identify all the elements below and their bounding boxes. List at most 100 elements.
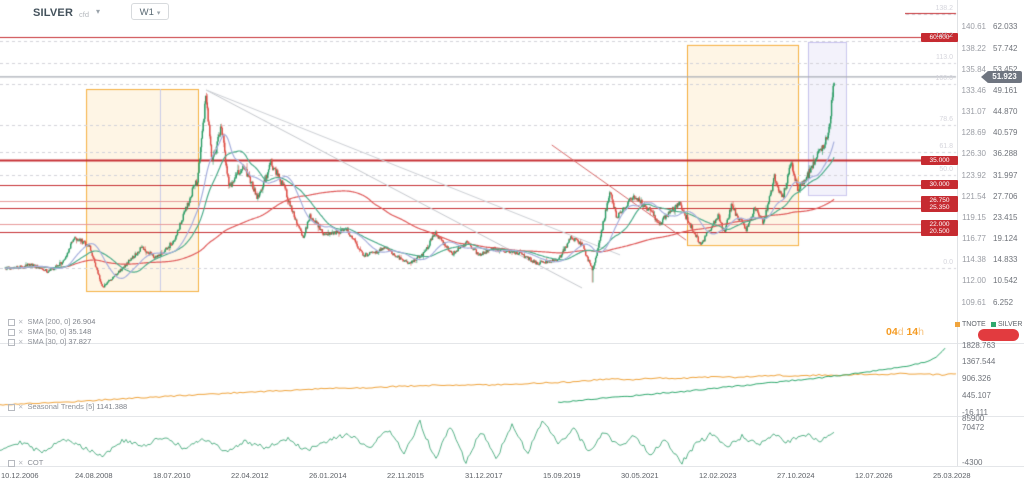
indicator-remove-icon[interactable]: ✕ bbox=[18, 339, 24, 347]
fib-level-label: 0.0 bbox=[943, 258, 953, 266]
price-axis-right-label: 49.161 bbox=[993, 85, 1018, 95]
seasonal-axis-label: -16.111 bbox=[962, 407, 988, 417]
fib-level-label: 61.8 bbox=[939, 142, 953, 150]
fib-level-label: 100.0 bbox=[935, 74, 953, 82]
fib-level-label: 113.0 bbox=[936, 54, 953, 62]
price-axis-right-label: 23.415 bbox=[993, 212, 1018, 222]
fib-level-label: 127.2 bbox=[935, 31, 953, 39]
indicator-remove-icon[interactable]: ✕ bbox=[18, 319, 24, 327]
price-level-tag: 35.000 bbox=[921, 155, 958, 165]
date-axis-label: 31.12.2017 bbox=[465, 471, 503, 480]
seasonal-axis-label: 1828.763 bbox=[962, 340, 996, 350]
indicator-settings-icon[interactable] bbox=[8, 338, 15, 346]
indicator-settings-icon[interactable] bbox=[8, 318, 15, 326]
sma-label: SMA [50, 0] bbox=[27, 327, 69, 336]
date-axis-label: 27.10.2024 bbox=[777, 471, 815, 480]
price-axis-left-label: 140.61 bbox=[961, 22, 986, 32]
date-axis-label: 15.09.2019 bbox=[543, 471, 581, 480]
current-price-tag-arrow bbox=[981, 70, 988, 83]
price-level-tag: 26.750 bbox=[921, 196, 958, 206]
price-axis-right-label: 19.124 bbox=[993, 234, 1018, 244]
price-axis-left-label: 112.00 bbox=[962, 276, 986, 286]
price-axis-right-label: 6.252 bbox=[993, 297, 1014, 307]
cot-axis-label: 85900 bbox=[962, 413, 985, 423]
seasonal-axis-label: 445.107 bbox=[962, 391, 991, 401]
price-level-tag: 60.000 bbox=[921, 32, 958, 42]
price-level-tag: 22.000 bbox=[921, 219, 958, 229]
seasonal-axis-label: 1367.544 bbox=[962, 357, 996, 367]
price-level-tag: 30.000 bbox=[921, 180, 958, 190]
fib-level-label: 138.2 bbox=[935, 4, 953, 12]
sma-label: SMA [200, 0] bbox=[27, 317, 73, 326]
price-level-tag: 20.500 bbox=[921, 227, 958, 237]
series-color-swatch bbox=[991, 321, 996, 327]
sma-legend-row: ✕ SMA [30, 0] 37.827 bbox=[8, 337, 91, 347]
date-axis-label: 12.02.2023 bbox=[699, 471, 737, 480]
price-axis-left-label: 131.07 bbox=[961, 107, 986, 117]
symbol-dropdown-caret-icon[interactable]: ▾ bbox=[96, 7, 101, 16]
bar-close-countdown: 04d 14h bbox=[886, 326, 924, 338]
trade-button[interactable] bbox=[978, 329, 1019, 341]
price-axis-right-label: 27.706 bbox=[993, 191, 1018, 201]
price-axis-left-label: 138.22 bbox=[961, 43, 986, 53]
price-axis-right-label: 36.288 bbox=[993, 149, 1018, 159]
price-axis-left-label: 119.15 bbox=[962, 212, 986, 222]
instrument-type-label: cfd bbox=[79, 10, 90, 19]
price-axis-right-label: 53.452 bbox=[993, 64, 1018, 74]
sma-label: SMA [30, 0] bbox=[27, 337, 69, 346]
date-axis-label: 10.12.2006 bbox=[1, 471, 39, 480]
sma-value: 26.904 bbox=[72, 317, 96, 326]
date-axis-label: 18.07.2010 bbox=[153, 471, 191, 480]
series-color-swatch bbox=[955, 321, 960, 327]
seasonal-axis-label: 906.326 bbox=[962, 374, 991, 384]
indicator-remove-icon[interactable]: ✕ bbox=[18, 404, 24, 412]
price-axis-left-label: 133.46 bbox=[961, 85, 986, 95]
sma-legend-row: ✕ SMA [50, 0] 35.148 bbox=[8, 327, 91, 337]
series-label: SILVER bbox=[998, 321, 1023, 328]
pane-separator[interactable] bbox=[0, 416, 1024, 417]
sma-value: 37.827 bbox=[68, 337, 92, 346]
toolbar: SILVER cfd ▾ W1 ▾ bbox=[0, 0, 905, 26]
indicator-settings-icon[interactable] bbox=[8, 459, 15, 467]
price-axis-left-label: 116.77 bbox=[962, 234, 986, 244]
timeframe-button[interactable]: W1 ▾ bbox=[131, 3, 169, 20]
indicator-remove-icon[interactable]: ✕ bbox=[18, 460, 24, 468]
price-axis-right-label: 14.833 bbox=[993, 255, 1018, 265]
price-axis-left-label: 109.61 bbox=[961, 297, 986, 307]
cot-legend: ✕ COT bbox=[8, 458, 43, 468]
cot-axis-label: -4300 bbox=[962, 458, 983, 467]
symbol-name[interactable]: SILVER bbox=[33, 7, 74, 19]
date-axis-label: 26.01.2014 bbox=[309, 471, 347, 480]
fib-level-label: 50.0 bbox=[939, 166, 953, 174]
price-axis-left-label: 123.92 bbox=[961, 170, 986, 180]
date-axis-label: 22.04.2012 bbox=[231, 471, 269, 480]
seasonal-trends-legend: ✕ Seasonal Trends [5] 1141.388 bbox=[8, 402, 127, 412]
pane-separator bbox=[0, 466, 1024, 467]
sma-value: 35.148 bbox=[68, 327, 92, 336]
price-axis-right-label: 57.742 bbox=[993, 43, 1018, 53]
sma-legend-row: ✕ SMA [200, 0] 26.904 bbox=[8, 317, 95, 327]
date-axis-label: 22.11.2015 bbox=[387, 471, 424, 480]
timeframe-caret-icon: ▾ bbox=[156, 10, 161, 17]
price-axis-right-label: 44.870 bbox=[993, 107, 1018, 117]
date-axis-label: 12.07.2026 bbox=[855, 471, 893, 480]
price-axis-right-label: 31.997 bbox=[993, 170, 1018, 180]
price-axis-right-label: 62.033 bbox=[993, 22, 1018, 32]
legend-item-tnote[interactable]: TNOTE bbox=[955, 321, 986, 328]
price-axis-right-label: 10.542 bbox=[993, 276, 1018, 286]
date-axis-label: 24.08.2008 bbox=[75, 471, 113, 480]
fib-level-label: 78.6 bbox=[939, 115, 953, 123]
indicator-settings-icon[interactable] bbox=[8, 403, 15, 411]
series-label: TNOTE bbox=[962, 321, 986, 328]
price-level-tag: 25.350 bbox=[921, 203, 958, 213]
price-axis-right-label: 40.579 bbox=[993, 128, 1018, 138]
price-axis-left-label: 128.69 bbox=[961, 128, 986, 138]
date-axis-label: 30.05.2021 bbox=[621, 471, 659, 480]
price-axis-left-label: 135.84 bbox=[961, 64, 986, 74]
indicator-remove-icon[interactable]: ✕ bbox=[18, 329, 24, 337]
pane-separator[interactable] bbox=[0, 343, 1024, 344]
indicator-settings-icon[interactable] bbox=[8, 328, 15, 336]
legend-item-silver[interactable]: SILVER bbox=[991, 321, 1022, 328]
